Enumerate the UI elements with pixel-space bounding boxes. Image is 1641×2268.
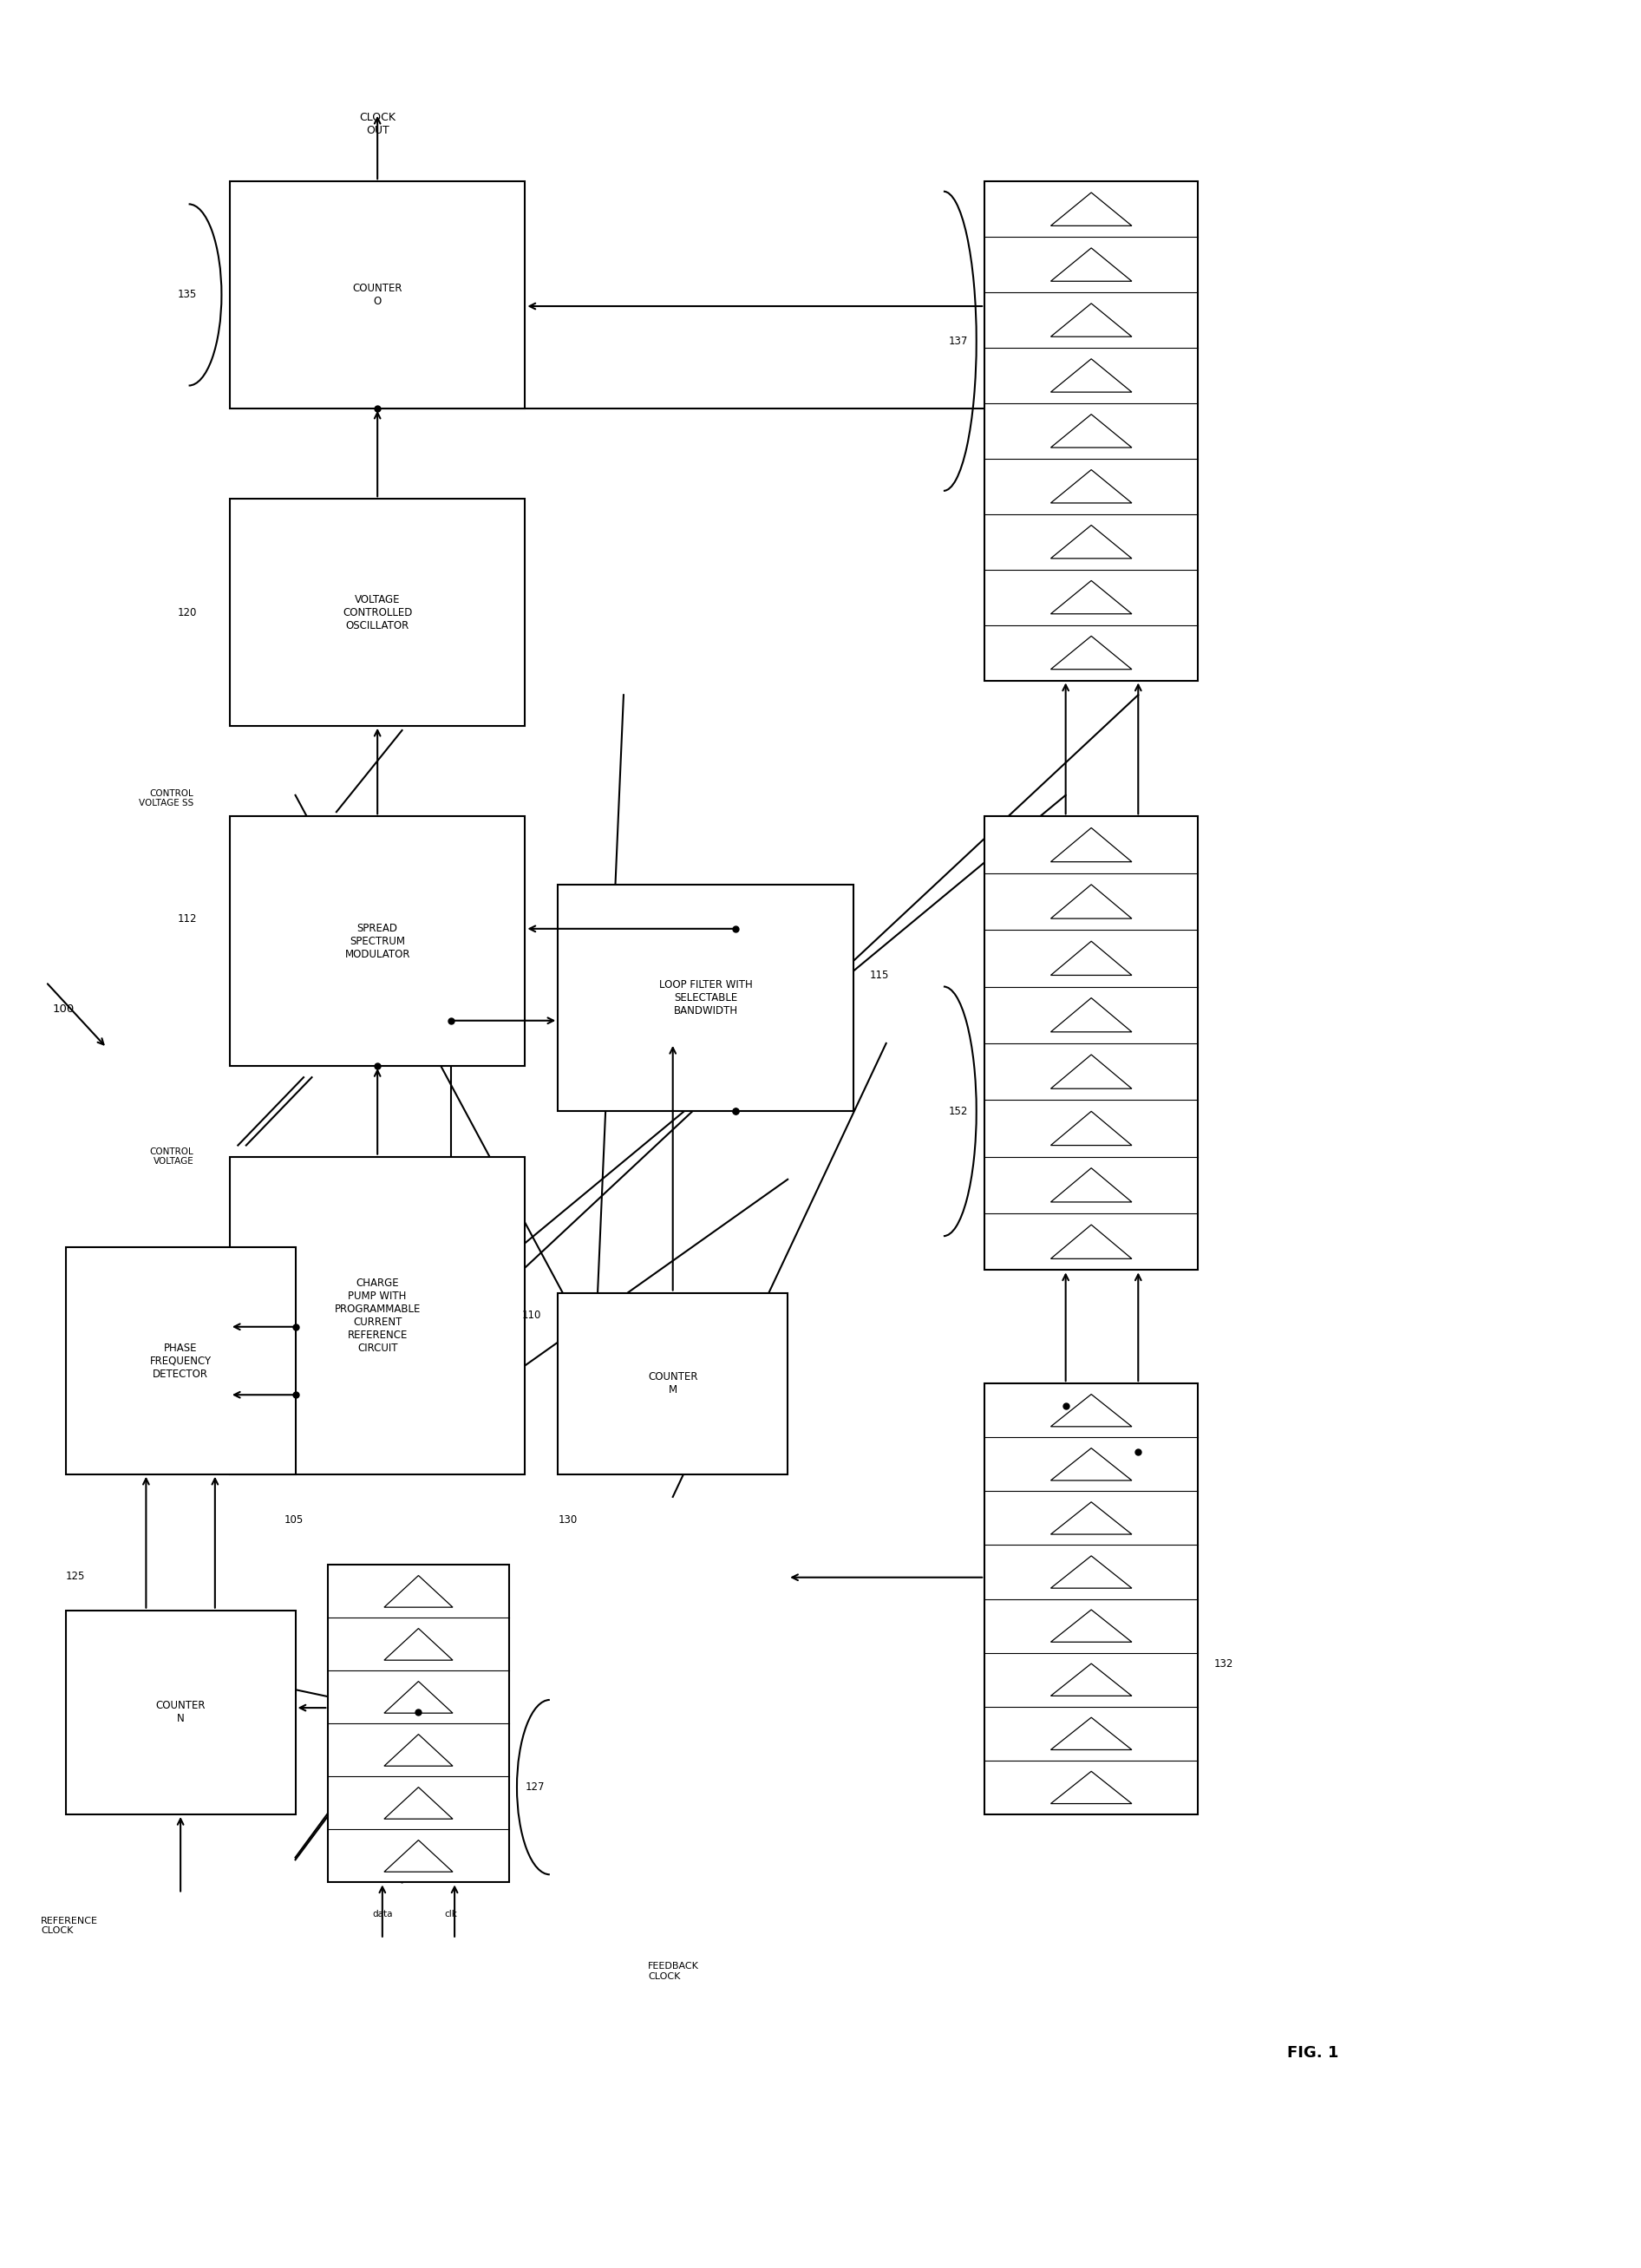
- Polygon shape: [1050, 1556, 1132, 1588]
- Polygon shape: [1050, 415, 1132, 447]
- Text: REFERENCE
CLOCK: REFERENCE CLOCK: [41, 1916, 98, 1935]
- Text: clk: clk: [445, 1910, 458, 1919]
- Polygon shape: [384, 1735, 453, 1767]
- Text: 135: 135: [177, 290, 197, 299]
- Text: CONTROL
VOLTAGE: CONTROL VOLTAGE: [149, 1148, 194, 1166]
- Text: 112: 112: [177, 914, 197, 923]
- Bar: [230, 816, 525, 1066]
- Polygon shape: [1050, 304, 1132, 336]
- Text: COUNTER
N: COUNTER N: [156, 1701, 205, 1724]
- Polygon shape: [384, 1576, 453, 1608]
- Text: CHARGE
PUMP WITH
PROGRAMMABLE
CURRENT
REFERENCE
CIRCUIT: CHARGE PUMP WITH PROGRAMMABLE CURRENT RE…: [335, 1277, 420, 1354]
- Bar: [230, 499, 525, 726]
- Polygon shape: [1050, 1168, 1132, 1202]
- Text: CLOCK
OUT: CLOCK OUT: [359, 111, 395, 136]
- Polygon shape: [1050, 885, 1132, 919]
- Polygon shape: [1050, 828, 1132, 862]
- Bar: [985, 816, 1198, 1270]
- Text: 120: 120: [177, 608, 197, 617]
- Text: 105: 105: [284, 1515, 304, 1524]
- Text: 132: 132: [1214, 1658, 1234, 1669]
- Polygon shape: [1050, 358, 1132, 392]
- Polygon shape: [1050, 941, 1132, 975]
- Polygon shape: [384, 1628, 453, 1660]
- Polygon shape: [1050, 1449, 1132, 1481]
- Bar: [66, 1247, 295, 1474]
- Polygon shape: [384, 1681, 453, 1712]
- Polygon shape: [1050, 1717, 1132, 1751]
- Polygon shape: [1050, 1501, 1132, 1533]
- Text: data: data: [373, 1910, 392, 1919]
- Polygon shape: [1050, 1111, 1132, 1145]
- Bar: [558, 885, 853, 1111]
- Text: 152: 152: [948, 1107, 968, 1116]
- Text: COUNTER
O: COUNTER O: [353, 284, 402, 306]
- Bar: [230, 181, 525, 408]
- Text: 127: 127: [525, 1783, 545, 1792]
- Polygon shape: [384, 1787, 453, 1819]
- Polygon shape: [1050, 635, 1132, 669]
- Bar: [66, 1610, 295, 1814]
- Text: FIG. 1: FIG. 1: [1287, 2046, 1339, 2059]
- Polygon shape: [1050, 1771, 1132, 1803]
- Bar: [985, 1383, 1198, 1814]
- Bar: [328, 1565, 509, 1882]
- Bar: [558, 1293, 788, 1474]
- Polygon shape: [1050, 998, 1132, 1032]
- Polygon shape: [1050, 469, 1132, 503]
- Text: COUNTER
M: COUNTER M: [648, 1372, 697, 1395]
- Polygon shape: [1050, 1055, 1132, 1089]
- Polygon shape: [1050, 247, 1132, 281]
- Text: PHASE
FREQUENCY
DETECTOR: PHASE FREQUENCY DETECTOR: [149, 1343, 212, 1379]
- Polygon shape: [1050, 526, 1132, 558]
- Polygon shape: [1050, 1395, 1132, 1427]
- Polygon shape: [1050, 1665, 1132, 1696]
- Text: 137: 137: [948, 336, 968, 347]
- Text: 130: 130: [558, 1515, 578, 1524]
- Polygon shape: [1050, 581, 1132, 615]
- Text: CONTROL
VOLTAGE SS: CONTROL VOLTAGE SS: [139, 789, 194, 807]
- Text: 115: 115: [870, 971, 889, 980]
- Text: LOOP FILTER WITH
SELECTABLE
BANDWIDTH: LOOP FILTER WITH SELECTABLE BANDWIDTH: [660, 980, 752, 1016]
- Text: FEEDBACK
CLOCK: FEEDBACK CLOCK: [648, 1962, 699, 1980]
- Bar: [230, 1157, 525, 1474]
- Polygon shape: [384, 1839, 453, 1871]
- Text: 100: 100: [53, 1005, 74, 1014]
- Bar: [985, 181, 1198, 680]
- Polygon shape: [1050, 1225, 1132, 1259]
- Text: 110: 110: [522, 1311, 542, 1320]
- Polygon shape: [1050, 193, 1132, 227]
- Polygon shape: [1050, 1610, 1132, 1642]
- Text: SPREAD
SPECTRUM
MODULATOR: SPREAD SPECTRUM MODULATOR: [345, 923, 410, 959]
- Text: VOLTAGE
CONTROLLED
OSCILLATOR: VOLTAGE CONTROLLED OSCILLATOR: [343, 594, 412, 631]
- Text: 125: 125: [66, 1572, 85, 1581]
